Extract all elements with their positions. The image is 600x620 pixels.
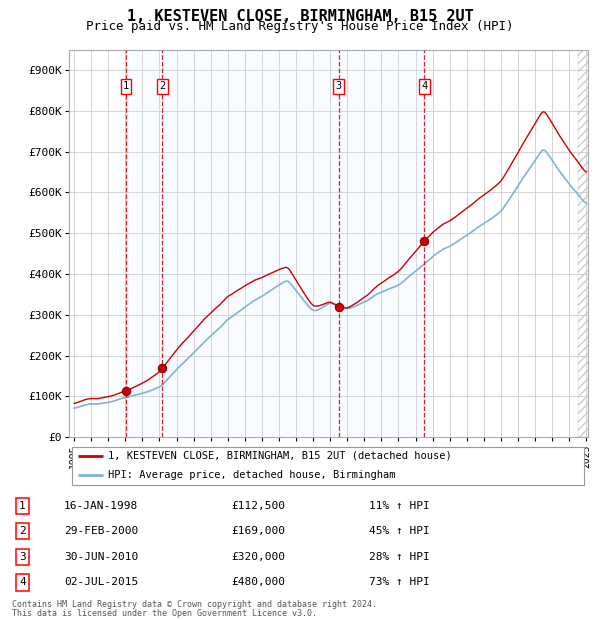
Text: 73% ↑ HPI: 73% ↑ HPI (369, 577, 430, 587)
Text: 2: 2 (19, 526, 26, 536)
Text: £480,000: £480,000 (231, 577, 285, 587)
Text: Contains HM Land Registry data © Crown copyright and database right 2024.: Contains HM Land Registry data © Crown c… (12, 600, 377, 609)
Text: 45% ↑ HPI: 45% ↑ HPI (369, 526, 430, 536)
Text: 02-JUL-2015: 02-JUL-2015 (64, 577, 138, 587)
Bar (162, 50, 338, 437)
Text: 29-FEB-2000: 29-FEB-2000 (64, 526, 138, 536)
Text: £169,000: £169,000 (231, 526, 285, 536)
Text: 1, KESTEVEN CLOSE, BIRMINGHAM, B15 2UT: 1, KESTEVEN CLOSE, BIRMINGHAM, B15 2UT (127, 9, 473, 24)
Text: 16-JAN-1998: 16-JAN-1998 (64, 501, 138, 511)
Text: Price paid vs. HM Land Registry's House Price Index (HPI): Price paid vs. HM Land Registry's House … (86, 20, 514, 33)
FancyBboxPatch shape (71, 446, 584, 485)
Text: 1: 1 (19, 501, 26, 511)
Text: 3: 3 (335, 81, 341, 91)
Text: 28% ↑ HPI: 28% ↑ HPI (369, 552, 430, 562)
Text: 1, KESTEVEN CLOSE, BIRMINGHAM, B15 2UT (detached house): 1, KESTEVEN CLOSE, BIRMINGHAM, B15 2UT (… (108, 451, 452, 461)
Text: 11% ↑ HPI: 11% ↑ HPI (369, 501, 430, 511)
Text: 4: 4 (421, 81, 427, 91)
Text: 4: 4 (19, 577, 26, 587)
Text: £320,000: £320,000 (231, 552, 285, 562)
Bar (126, 50, 162, 437)
Text: 3: 3 (19, 552, 26, 562)
Text: 30-JUN-2010: 30-JUN-2010 (64, 552, 138, 562)
Text: HPI: Average price, detached house, Birmingham: HPI: Average price, detached house, Birm… (108, 471, 395, 480)
Text: 1: 1 (123, 81, 129, 91)
Text: 2: 2 (159, 81, 166, 91)
Text: This data is licensed under the Open Government Licence v3.0.: This data is licensed under the Open Gov… (12, 609, 317, 619)
Text: £112,500: £112,500 (231, 501, 285, 511)
Bar (338, 50, 424, 437)
